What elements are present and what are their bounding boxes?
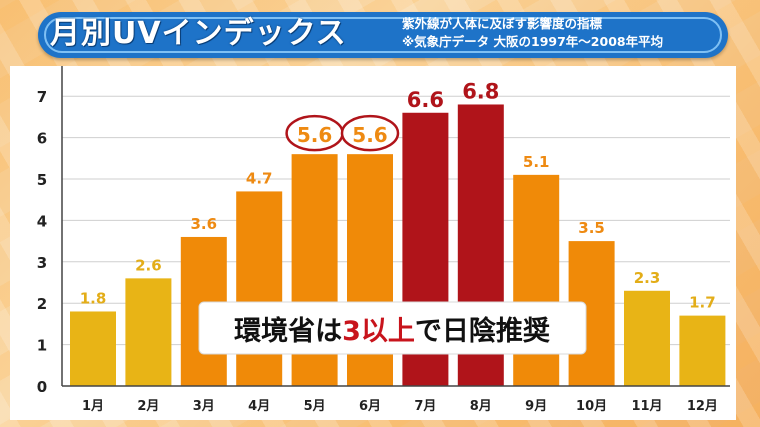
x-tick-label: 12月	[687, 399, 718, 414]
bar-1月	[70, 311, 116, 386]
x-tick-label: 6月	[359, 399, 381, 414]
x-tick-label: 1月	[82, 399, 104, 414]
x-tick-label: 10月	[576, 399, 607, 414]
annotation-box	[198, 301, 587, 355]
x-tick-label: 3月	[193, 399, 215, 414]
value-label: 3.6	[191, 215, 218, 233]
y-tick-label: 3	[37, 254, 47, 272]
y-tick-label: 5	[37, 171, 47, 189]
title-banner-border	[44, 17, 722, 53]
value-label: 6.8	[462, 79, 499, 103]
value-label: 2.3	[634, 269, 661, 287]
annotation-part: 3以上	[342, 316, 415, 347]
x-tick-label: 9月	[525, 399, 547, 414]
annotation-part: 環境省は	[234, 316, 342, 347]
value-label: 1.7	[689, 294, 716, 312]
x-tick-label: 5月	[304, 399, 326, 414]
value-label: 4.7	[246, 169, 273, 187]
y-tick-label: 4	[37, 212, 47, 230]
bar-4月	[236, 191, 283, 386]
y-tick-label: 7	[37, 88, 47, 106]
value-label: 1.8	[80, 289, 107, 307]
value-label: 5.1	[523, 153, 550, 171]
bar-12月	[679, 315, 726, 386]
chart-title: 月別UVインデックス	[50, 16, 347, 51]
value-label: 2.6	[135, 256, 162, 274]
bar-11月	[624, 290, 670, 386]
value-label: 3.5	[578, 219, 605, 237]
y-tick-label: 0	[37, 378, 47, 396]
chart-subtitle: 紫外線が人体に及ぼす影響度の指標	[402, 16, 603, 31]
value-label: 5.6	[352, 123, 387, 147]
value-label: 5.6	[297, 123, 332, 147]
bar-2月	[125, 278, 172, 386]
annotation-part: で日陰推奨	[415, 315, 551, 347]
x-tick-label: 2月	[137, 399, 159, 414]
value-label: 6.6	[407, 88, 444, 112]
chart-source-note: ※気象庁データ 大阪の1997年～2008年平均	[402, 34, 664, 49]
x-tick-label: 7月	[414, 399, 436, 414]
x-tick-label: 8月	[470, 399, 492, 414]
x-tick-label: 11月	[631, 399, 662, 414]
x-tick-label: 4月	[248, 399, 270, 414]
title-banner	[38, 12, 728, 58]
value-highlight-circle	[340, 114, 400, 152]
y-tick-label: 1	[37, 337, 47, 355]
y-tick-label: 6	[37, 130, 47, 148]
y-tick-label: 2	[37, 295, 47, 313]
annotation-text: 環境省は3以上で日陰推奨	[234, 315, 551, 347]
